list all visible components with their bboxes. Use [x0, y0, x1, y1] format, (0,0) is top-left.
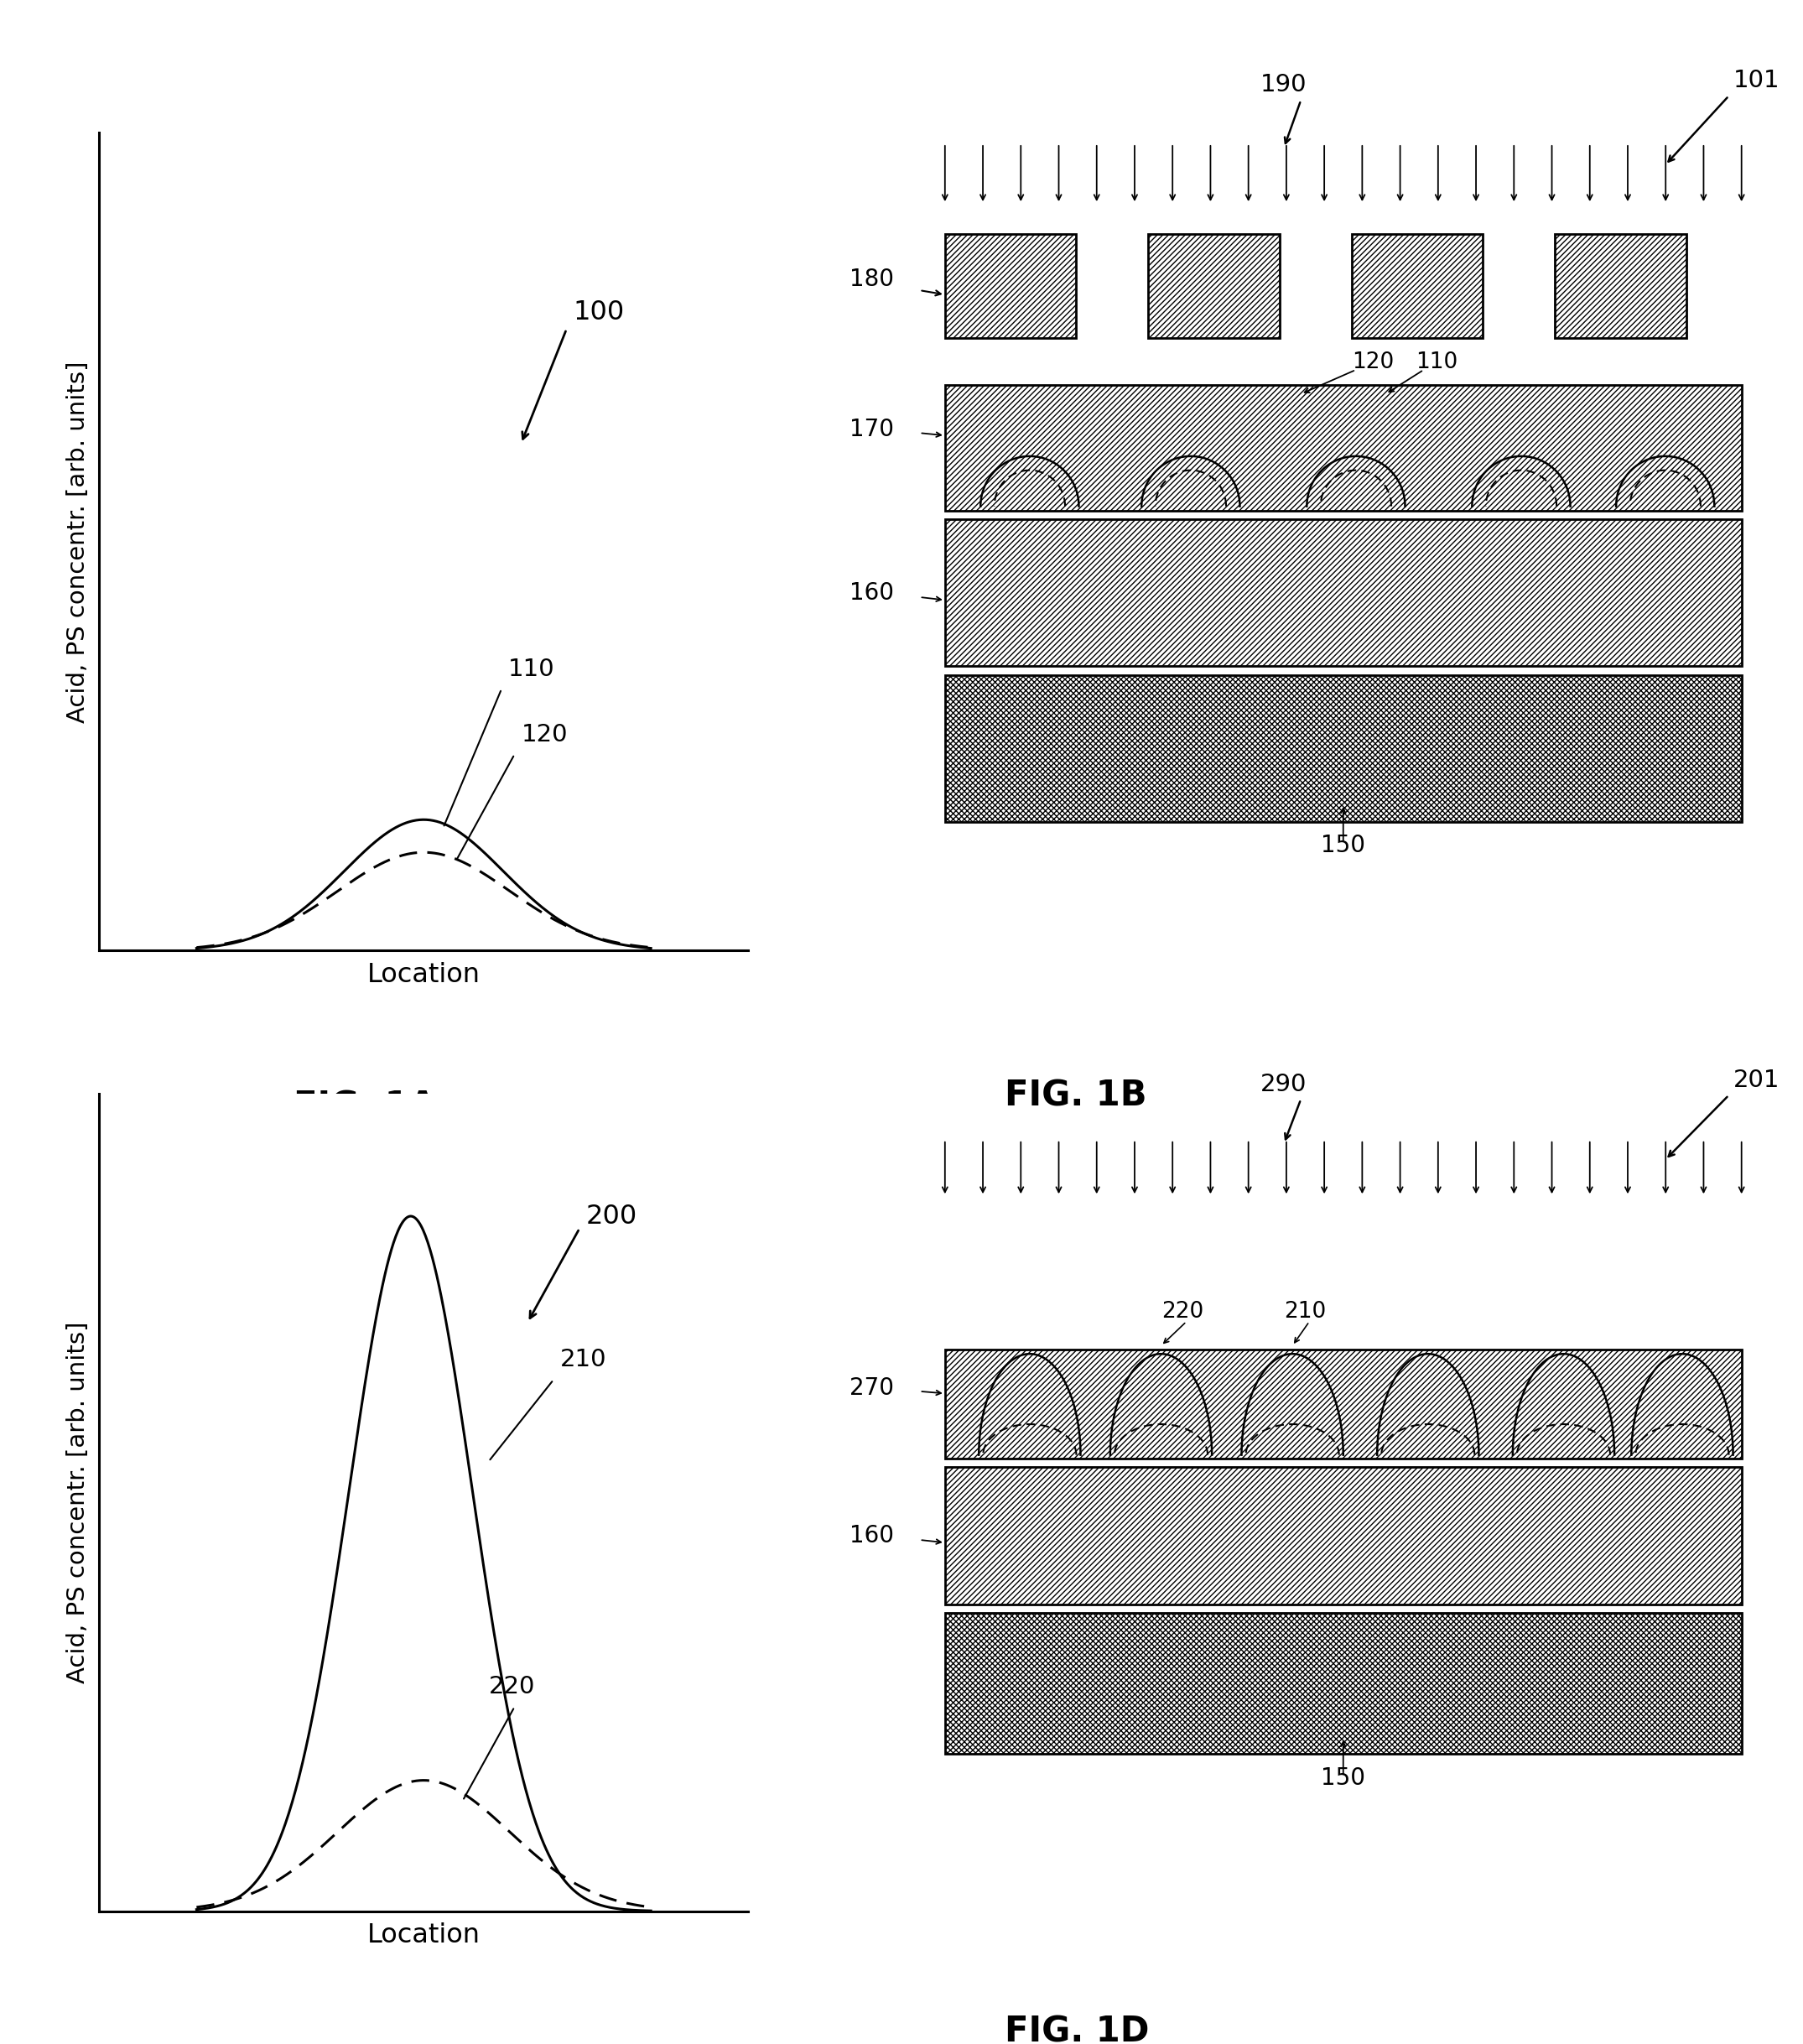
Text: 101: 101	[1733, 69, 1780, 92]
Bar	[945, 1349, 1742, 1459]
Bar	[1149, 235, 1280, 337]
Text: FIG. 1B: FIG. 1B	[1004, 1079, 1147, 1114]
Text: 160: 160	[849, 580, 894, 605]
Text: 290: 290	[1260, 1073, 1307, 1096]
Text: 270: 270	[849, 1376, 894, 1400]
Y-axis label: Acid, PS concentr. [arb. units]: Acid, PS concentr. [arb. units]	[67, 1320, 90, 1684]
X-axis label: Location: Location	[368, 963, 480, 987]
Text: 150: 150	[1322, 1766, 1365, 1791]
Text: 210: 210	[1284, 1300, 1327, 1322]
Text: 220: 220	[489, 1676, 535, 1699]
Text: 120: 120	[1352, 352, 1394, 374]
Bar	[1554, 235, 1686, 337]
Text: FIG. 1D: FIG. 1D	[1004, 2013, 1149, 2044]
Text: 110: 110	[508, 658, 555, 681]
Text: 110: 110	[1415, 352, 1457, 374]
Y-axis label: Acid, PS concentr. [arb. units]: Acid, PS concentr. [arb. units]	[67, 360, 90, 724]
Bar	[945, 1468, 1742, 1605]
Bar	[945, 386, 1742, 511]
Text: 170: 170	[849, 417, 894, 442]
Text: 210: 210	[561, 1349, 606, 1372]
Text: 160: 160	[849, 1525, 894, 1547]
Text: 100: 100	[573, 300, 624, 325]
Text: 201: 201	[1733, 1069, 1780, 1091]
Text: 200: 200	[586, 1204, 636, 1228]
Bar	[945, 1613, 1742, 1754]
Text: 180: 180	[849, 268, 894, 290]
Text: FIG. 1A: FIG. 1A	[294, 1089, 436, 1124]
Bar	[945, 519, 1742, 666]
X-axis label: Location: Location	[368, 1923, 480, 1948]
Text: 220: 220	[1161, 1300, 1203, 1322]
Text: 120: 120	[521, 724, 568, 746]
Text: 190: 190	[1260, 74, 1307, 96]
Bar	[945, 235, 1076, 337]
Bar	[1352, 235, 1484, 337]
Text: 150: 150	[1322, 834, 1365, 856]
Bar	[945, 675, 1742, 822]
